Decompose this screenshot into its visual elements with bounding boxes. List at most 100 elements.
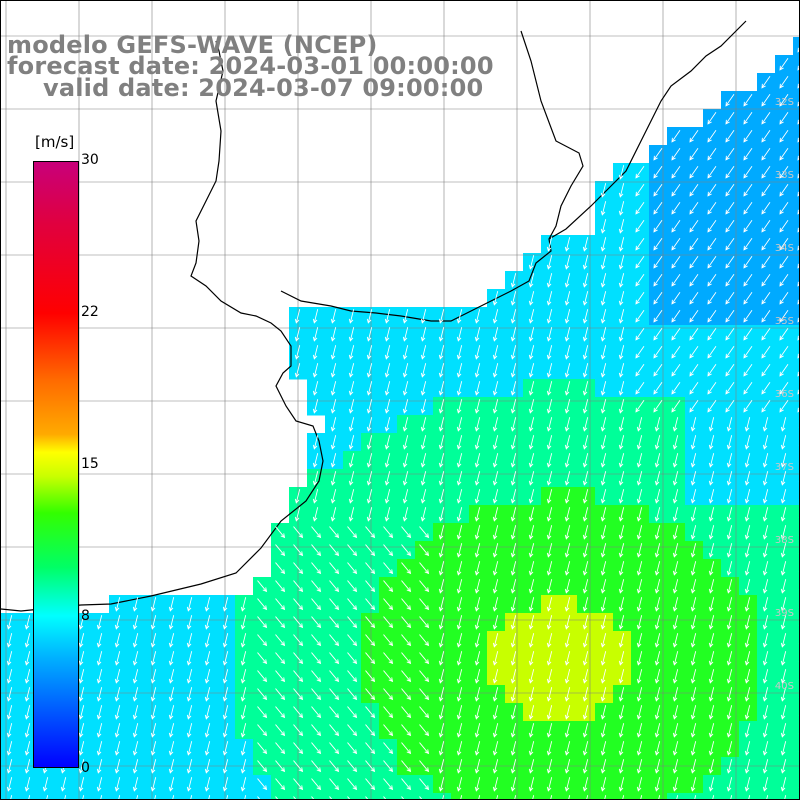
wind-arrow bbox=[779, 183, 789, 197]
wind-arrow bbox=[797, 263, 799, 269]
wind-arrow bbox=[312, 327, 319, 342]
wind-arrow bbox=[743, 273, 753, 287]
wind-cell bbox=[613, 793, 632, 799]
wind-arrow bbox=[671, 327, 681, 341]
wind-arrow bbox=[546, 741, 553, 756]
wind-arrow bbox=[708, 489, 715, 504]
wind-arrow bbox=[419, 616, 430, 629]
wind-arrow bbox=[383, 688, 394, 701]
wind-arrow bbox=[78, 615, 85, 630]
wind-arrow bbox=[402, 309, 409, 324]
wind-arrow bbox=[762, 507, 769, 522]
wind-arrow bbox=[294, 507, 301, 522]
wind-arrow bbox=[293, 724, 304, 737]
wind-arrow bbox=[383, 598, 394, 611]
wind-arrow bbox=[294, 489, 301, 504]
wind-arrow bbox=[582, 309, 589, 324]
wind-cell bbox=[307, 793, 326, 799]
wind-arrow bbox=[582, 327, 589, 342]
wind-cell bbox=[793, 703, 799, 722]
wind-arrow bbox=[564, 777, 571, 792]
wind-cell bbox=[793, 235, 799, 254]
latitude-label: 32S bbox=[775, 97, 794, 108]
wind-arrow bbox=[761, 291, 771, 305]
wind-arrow bbox=[528, 705, 535, 720]
wind-cell bbox=[649, 793, 668, 799]
wind-arrow bbox=[419, 580, 430, 593]
wind-cell bbox=[793, 523, 799, 542]
wind-arrow bbox=[510, 345, 517, 360]
wind-arrow bbox=[474, 777, 481, 792]
wind-cell bbox=[325, 793, 344, 799]
wind-arrow bbox=[456, 327, 463, 342]
wind-arrow bbox=[653, 201, 663, 215]
wind-arrow bbox=[690, 525, 697, 540]
wind-arrow bbox=[762, 435, 769, 450]
wind-arrow bbox=[190, 795, 193, 799]
wind-arrow bbox=[744, 507, 751, 522]
wind-arrow bbox=[762, 669, 769, 684]
wind-arrow bbox=[761, 111, 771, 125]
wind-arrow bbox=[618, 327, 625, 342]
wind-arrow bbox=[186, 669, 193, 684]
wind-arrow bbox=[438, 579, 445, 594]
wind-arrow bbox=[330, 309, 337, 324]
wind-arrow bbox=[546, 291, 553, 306]
wind-arrow bbox=[726, 615, 733, 630]
wind-arrow bbox=[618, 579, 625, 594]
wind-arrow bbox=[744, 543, 751, 558]
wind-arrow bbox=[510, 309, 517, 324]
wind-arrow bbox=[672, 777, 679, 792]
wind-arrow bbox=[725, 183, 735, 197]
wind-arrow bbox=[618, 219, 625, 234]
wind-arrow bbox=[204, 759, 211, 774]
wind-arrow bbox=[707, 147, 717, 161]
wind-arrow bbox=[743, 111, 753, 125]
wind-arrow bbox=[222, 597, 229, 612]
wind-arrow bbox=[293, 544, 304, 557]
wind-arrow bbox=[114, 687, 121, 702]
wind-arrow bbox=[311, 544, 322, 557]
wind-arrow bbox=[275, 652, 286, 665]
wind-arrow bbox=[474, 453, 481, 468]
wind-arrow bbox=[546, 543, 553, 558]
wind-arrow bbox=[24, 615, 31, 630]
wind-arrow bbox=[456, 777, 463, 792]
wind-arrow bbox=[244, 795, 247, 799]
wind-arrow bbox=[510, 597, 517, 612]
wind-cell bbox=[757, 793, 776, 799]
wind-arrow bbox=[600, 201, 607, 216]
wind-arrow bbox=[672, 471, 679, 486]
wind-arrow bbox=[401, 634, 412, 647]
wind-arrow bbox=[762, 453, 769, 468]
wind-arrow bbox=[312, 453, 319, 468]
wind-arrow bbox=[456, 579, 463, 594]
wind-arrow bbox=[582, 435, 589, 450]
wind-arrow bbox=[636, 777, 643, 792]
wind-arrow bbox=[474, 669, 481, 684]
wind-arrow bbox=[456, 705, 463, 720]
wind-arrow bbox=[635, 363, 645, 377]
wind-arrow bbox=[240, 705, 247, 720]
wind-arrow bbox=[635, 327, 645, 341]
wind-cell bbox=[793, 793, 799, 799]
wind-arrow bbox=[438, 777, 445, 792]
wind-arrow bbox=[28, 795, 31, 799]
wind-arrow bbox=[582, 543, 589, 558]
wind-arrow bbox=[383, 760, 394, 773]
wind-arrow bbox=[761, 327, 771, 341]
wind-arrow bbox=[456, 687, 463, 702]
wind-arrow bbox=[257, 778, 268, 791]
wind-arrow bbox=[618, 291, 625, 306]
wind-cell bbox=[559, 793, 578, 799]
wind-arrow bbox=[600, 723, 607, 738]
wind-arrow bbox=[402, 417, 409, 432]
wind-arrow bbox=[726, 543, 733, 558]
wind-arrow bbox=[761, 381, 771, 395]
wind-arrow bbox=[275, 742, 286, 755]
wind-arrow bbox=[311, 526, 322, 539]
wind-arrow bbox=[689, 327, 699, 341]
wind-cell bbox=[793, 145, 799, 164]
wind-arrow bbox=[474, 435, 481, 450]
wind-arrow bbox=[618, 525, 625, 540]
